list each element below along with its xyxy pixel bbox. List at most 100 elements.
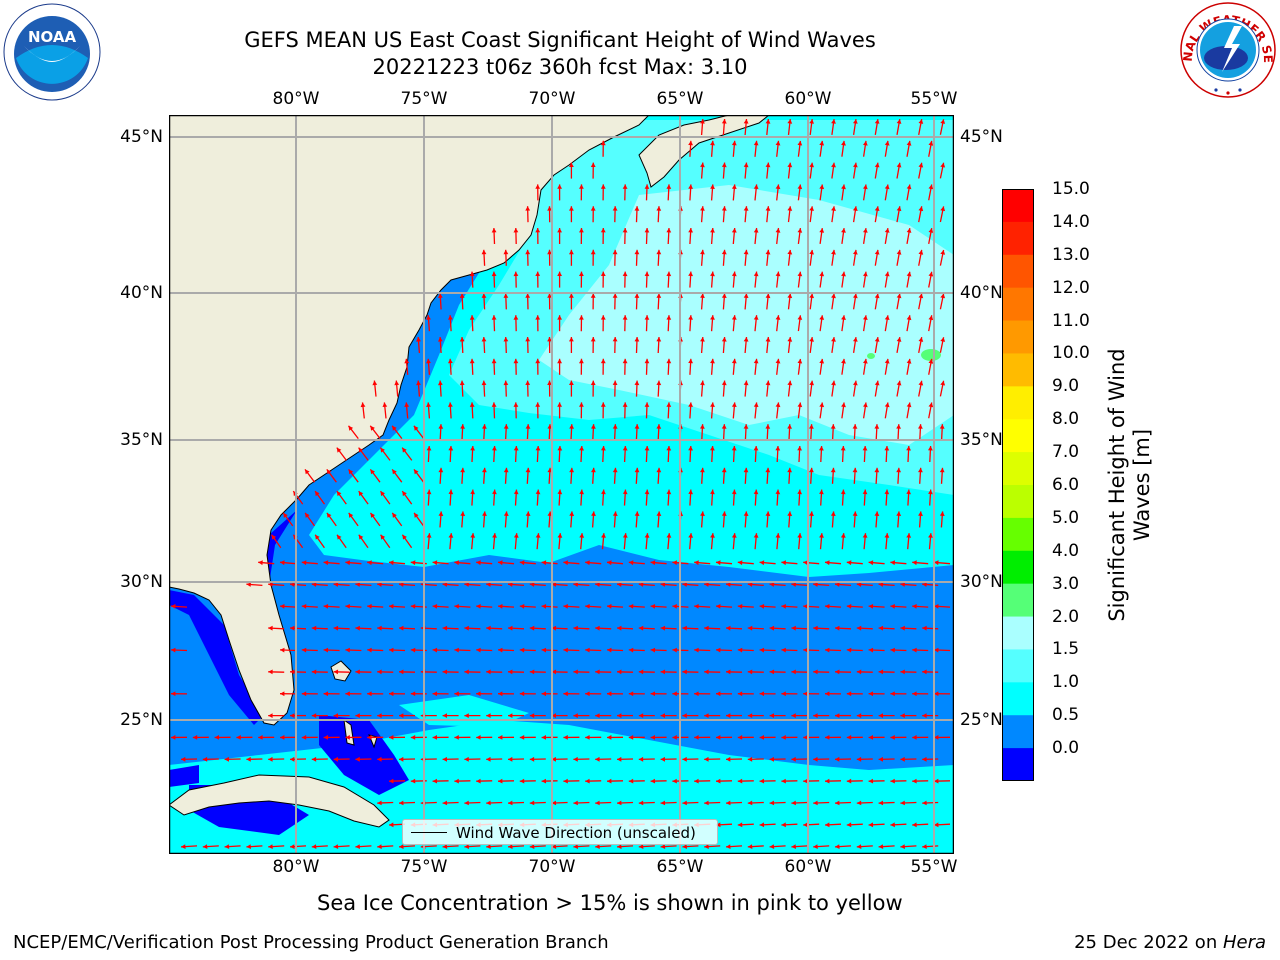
- wave-direction-arrowhead: [787, 206, 793, 211]
- wave-direction-arrowhead: [634, 424, 640, 429]
- lon-tick-bottom-65w: 65°W: [656, 857, 704, 877]
- wave-direction-arrowhead: [644, 402, 650, 407]
- wave-direction-arrowhead: [896, 337, 902, 342]
- wave-direction-arrowhead: [797, 533, 803, 538]
- wave-direction-arrowhead: [345, 735, 350, 740]
- wave-direction-arrowhead: [519, 604, 525, 609]
- colorbar-segment: [1002, 353, 1034, 387]
- wave-direction-arrowhead: [634, 511, 640, 516]
- wave-direction-arrowhead: [906, 533, 912, 538]
- wave-direction-arrowhead: [775, 271, 781, 277]
- wave-direction-arrowhead: [601, 446, 606, 451]
- wave-direction-arrowhead: [791, 582, 796, 587]
- wave-direction-arrowhead: [448, 446, 454, 451]
- wave-direction-arrowhead: [922, 713, 927, 718]
- wave-direction-arrowhead: [906, 271, 912, 277]
- wave-direction-arrowhead: [912, 691, 917, 697]
- wave-direction-arrowhead: [922, 756, 927, 762]
- wave-direction-arrowhead: [491, 315, 497, 320]
- wave-direction-arrowhead: [389, 560, 394, 566]
- wave-direction-arrowhead: [731, 358, 737, 364]
- wave-direction-arrowhead: [600, 140, 606, 146]
- wave-direction-arrowhead: [585, 691, 590, 697]
- wave-direction-arrowhead: [682, 669, 687, 675]
- wave-direction-arrowhead: [438, 467, 444, 473]
- wave-direction-arrowhead: [236, 735, 241, 740]
- wave-direction-arrowhead: [367, 735, 372, 740]
- wave-direction-arrowhead: [884, 489, 890, 495]
- wave-direction-arrowhead: [878, 625, 884, 631]
- wave-direction-arrowhead: [863, 271, 868, 277]
- wave-direction-arrowhead: [688, 358, 693, 364]
- wave-direction-arrowhead: [819, 184, 825, 190]
- wave-direction-arrowhead: [835, 625, 840, 631]
- wave-direction-arrowhead: [634, 337, 640, 342]
- ocean-band-3-0: [921, 349, 941, 361]
- wave-direction-arrowhead: [918, 467, 923, 473]
- wave-direction-arrowhead: [934, 822, 939, 828]
- wave-direction-arrowhead: [813, 669, 818, 675]
- colorbar-tick-label: 15.0: [1052, 179, 1090, 199]
- wave-direction-arrowhead: [595, 669, 600, 675]
- wave-direction-arrowhead: [410, 778, 416, 784]
- wave-direction-arrowhead: [890, 647, 895, 653]
- wave-direction-arrowhead: [918, 249, 924, 255]
- wave-direction-arrowhead: [268, 582, 273, 587]
- wave-direction-arrowhead: [846, 560, 852, 566]
- wave-direction-arrowhead: [280, 604, 285, 609]
- wave-direction-arrowhead: [682, 582, 687, 587]
- lon-tick-top-75w: 75°W: [400, 89, 448, 109]
- wave-direction-arrowhead: [563, 604, 568, 609]
- wave-direction-arrowhead: [765, 424, 771, 429]
- wave-direction-arrowhead: [791, 669, 796, 675]
- wave-direction-arrowhead: [601, 533, 606, 538]
- wave-direction-arrowhead: [323, 604, 329, 609]
- wave-direction-arrowhead: [202, 756, 208, 762]
- colorbar-segment: [1002, 485, 1034, 519]
- wave-direction-arrowhead: [280, 735, 285, 740]
- wave-direction-arrowhead: [448, 315, 453, 320]
- wave-direction-arrowhead: [469, 271, 475, 277]
- ocean-band-2-0: [539, 185, 954, 445]
- wave-direction-arrowhead: [721, 293, 727, 298]
- wave-direction-arrowhead: [617, 582, 622, 587]
- wave-direction-arrowhead: [557, 184, 562, 189]
- wave-direction-arrowhead: [426, 489, 432, 495]
- colorbar-tick-label: 10.0: [1052, 343, 1090, 364]
- lon-tick-bottom-80w: 80°W: [272, 857, 320, 877]
- wave-direction-arrowhead: [726, 844, 731, 849]
- wave-direction-arrowhead: [547, 380, 552, 385]
- wave-direction-arrowhead: [797, 140, 803, 146]
- wave-direction-arrowhead: [819, 446, 824, 451]
- wave-direction-arrowhead: [464, 713, 469, 718]
- wave-direction-arrowhead: [934, 735, 939, 740]
- colorbar-segment: [1002, 452, 1034, 486]
- wave-direction-arrowhead: [503, 337, 509, 342]
- wave-direction-arrowhead: [498, 604, 503, 609]
- wave-direction-arrowhead: [491, 271, 497, 277]
- wave-direction-arrowhead: [323, 647, 329, 653]
- wave-direction-arrowhead: [787, 511, 793, 516]
- wave-direction-arrowhead: [922, 844, 927, 849]
- wave-direction-arrowhead: [928, 402, 934, 408]
- wave-direction-arrowhead: [900, 844, 905, 849]
- wave-direction-arrowhead: [787, 119, 793, 124]
- wave-direction-arrowhead: [688, 533, 694, 538]
- wave-direction-arrowhead: [896, 424, 901, 429]
- wave-direction-arrowhead: [224, 844, 230, 849]
- wave-direction-arrowhead: [345, 560, 350, 566]
- wave-direction-arrowhead: [258, 560, 263, 566]
- wave-direction-arrowhead: [721, 424, 727, 429]
- wave-direction-arrowhead: [224, 756, 229, 762]
- wave-direction-arrowhead: [503, 467, 509, 473]
- wave-direction-arrowhead: [721, 162, 727, 168]
- map-title: GEFS MEAN US East Coast Significant Heig…: [244, 28, 876, 52]
- wave-direction-arrowhead: [868, 822, 874, 828]
- colorbar-segment: [1002, 254, 1034, 289]
- wave-direction-arrowhead: [896, 293, 902, 299]
- wave-direction-arrowhead: [301, 560, 307, 566]
- wave-direction-arrowhead: [476, 735, 481, 740]
- wave-direction-arrowhead: [853, 119, 858, 124]
- wave-direction-arrowhead: [622, 402, 628, 407]
- wave-direction-arrowhead: [721, 337, 727, 342]
